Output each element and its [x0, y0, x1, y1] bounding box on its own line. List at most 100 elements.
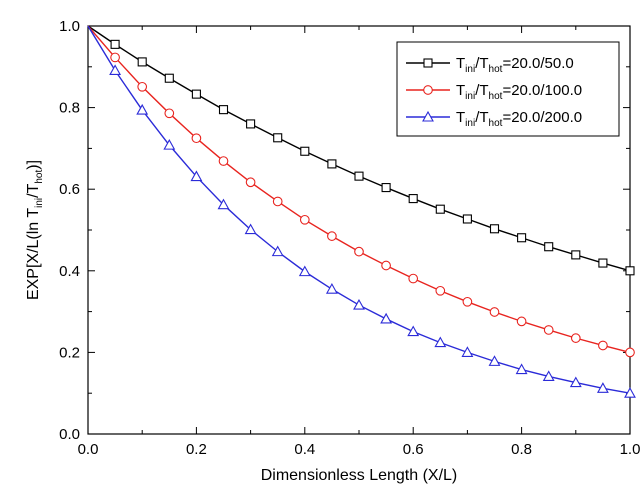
data-point: [191, 89, 201, 99]
series-1: [87, 25, 635, 276]
data-point: [624, 387, 636, 398]
legend-label: Tini/Thot=20.0/100.0: [456, 82, 582, 102]
data-point: [516, 316, 527, 327]
x-tick-label: 0.2: [186, 441, 207, 458]
legend-subscript: ini: [465, 91, 475, 102]
data-point: [598, 258, 608, 268]
data-point: [298, 265, 311, 277]
data-point: [354, 246, 364, 257]
y-axis-title-suffix: )]: [25, 160, 42, 170]
legend-text-part: =20.0/50.0: [502, 55, 573, 72]
data-point: [462, 214, 472, 224]
data-point: [462, 296, 473, 307]
data-point: [353, 298, 365, 310]
data-point: [244, 223, 257, 235]
data-point: [408, 273, 419, 284]
legend-subscript: ini: [465, 64, 475, 75]
y-tick-label: 0.2: [59, 344, 80, 361]
legend-subscript: hot: [489, 118, 503, 129]
data-point: [625, 266, 635, 276]
y-tick-label: 0.0: [59, 426, 80, 443]
x-tick-label: 0.6: [403, 441, 424, 458]
data-point: [596, 382, 609, 393]
data-point: [542, 370, 555, 382]
legend-subscript: ini: [465, 118, 475, 129]
legend-text-part: =20.0/100.0: [502, 82, 582, 99]
series-3: [87, 25, 636, 398]
legend-entry: Tini/Thot=20.0/100.0: [406, 82, 582, 102]
legend-marker: [422, 110, 434, 122]
data-point: [354, 171, 364, 181]
data-point: [489, 224, 500, 234]
y-tick-label: 0.8: [59, 100, 80, 117]
legend: Tini/Thot=20.0/50.0Tini/Thot=20.0/100.0T…: [396, 41, 620, 137]
data-point: [544, 242, 554, 252]
legend-subscript: hot: [489, 91, 503, 102]
data-point: [543, 325, 554, 335]
data-point: [407, 325, 420, 337]
legend-text-part: /T: [475, 109, 488, 126]
data-point: [300, 146, 310, 156]
data-point: [461, 346, 474, 357]
data-point: [136, 103, 149, 115]
x-tick-label: 0.8: [511, 441, 532, 458]
data-point: [217, 198, 230, 210]
legend-rows: Tini/Thot=20.0/50.0Tini/Thot=20.0/100.0T…: [406, 55, 582, 129]
data-point: [273, 133, 283, 143]
data-point: [598, 340, 608, 351]
legend-box: [396, 41, 620, 137]
series-2: [87, 25, 635, 358]
y-tick-label: 1.0: [59, 18, 80, 35]
data-point: [299, 214, 310, 225]
legend-entry: Tini/Thot=20.0/200.0: [406, 109, 582, 129]
legend-text-part: /T: [475, 55, 488, 72]
legend-subscript: hot: [489, 64, 503, 75]
data-point: [272, 196, 283, 207]
data-point: [327, 159, 337, 169]
x-tick-label: 0.4: [294, 441, 315, 458]
data-point: [517, 233, 527, 243]
y-axis-title-sub-hot: hot: [34, 170, 45, 184]
y-tick-label: 0.4: [59, 263, 80, 280]
y-tick-label: 0.6: [59, 181, 80, 198]
y-axis-title-prefix: EXP[X/L(ln T: [25, 208, 42, 300]
data-point: [245, 177, 256, 188]
data-point: [435, 285, 446, 296]
legend-label: Tini/Thot=20.0/200.0: [456, 109, 582, 129]
data-point: [488, 355, 501, 366]
legend-entry: Tini/Thot=20.0/50.0: [406, 55, 574, 75]
data-point: [569, 376, 582, 388]
data-point: [380, 312, 393, 324]
data-point: [218, 105, 229, 115]
axis-tick-labels: 0.0 0.2 0.4 0.6 0.8 1.0 0.0 0.2 0.4 0.6 0.8 1.0: [59, 18, 640, 458]
y-axis-title-mid: /T: [25, 183, 42, 197]
data-point: [381, 260, 391, 271]
y-axis-title: EXP[X/L(ln Tini/Thot)]: [25, 160, 45, 300]
data-point: [489, 307, 500, 317]
data-point: [137, 81, 148, 92]
y-axis-title-sub-ini: ini: [34, 198, 45, 208]
data-point: [271, 245, 284, 257]
data-point: [163, 139, 176, 150]
data-point: [625, 347, 635, 358]
data-point: [381, 183, 391, 193]
data-point: [570, 333, 581, 343]
data-point: [571, 250, 581, 260]
series-layer: [87, 25, 636, 398]
data-point: [218, 156, 229, 166]
data-point: [164, 108, 175, 119]
data-point: [515, 363, 528, 375]
legend-text-part: =20.0/200.0: [502, 109, 582, 126]
data-point: [110, 39, 120, 49]
data-point: [109, 64, 122, 76]
data-point: [190, 170, 203, 182]
data-point: [408, 194, 418, 204]
data-point: [110, 52, 120, 63]
data-point: [246, 119, 256, 129]
data-point: [325, 283, 338, 294]
data-point: [434, 336, 447, 348]
legend-text-part: T: [456, 109, 465, 126]
x-tick-label: 1.0: [620, 441, 641, 458]
data-point: [191, 133, 202, 144]
